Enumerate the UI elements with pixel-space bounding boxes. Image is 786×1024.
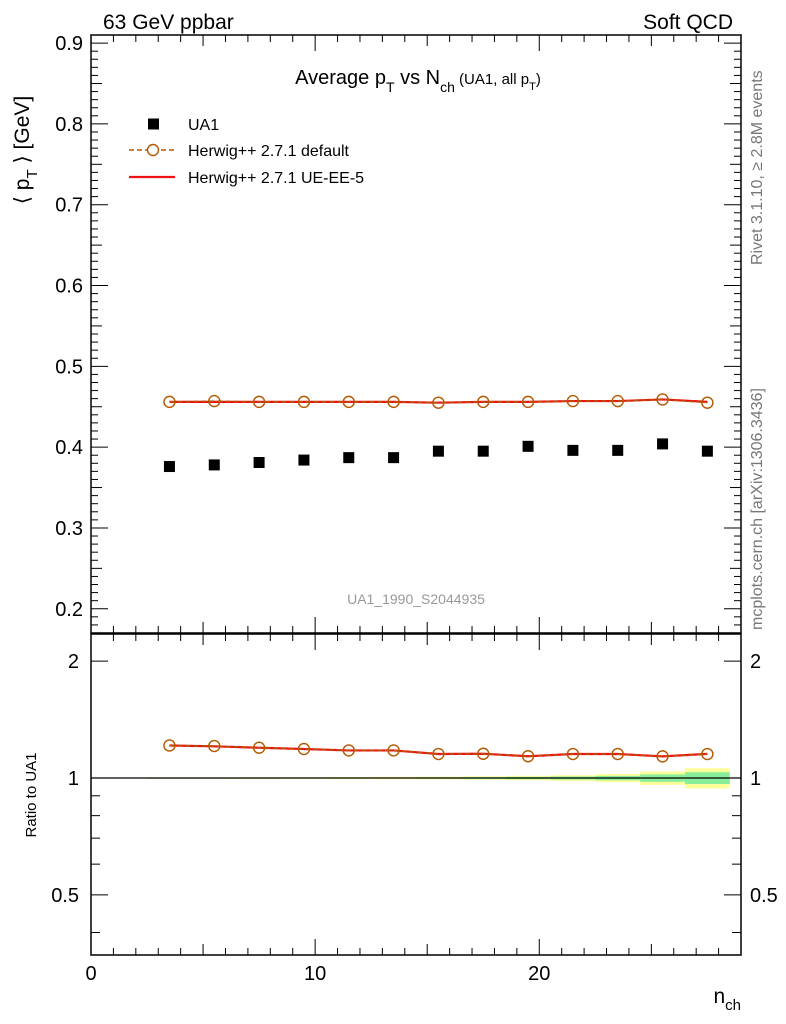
ratio-y-tick-label-left: 0.5 [51, 885, 79, 907]
ratio-point-herwig-2-7-1-default [656, 750, 669, 763]
axis-tick-labels: 0 10 20 0.2 0.3 0.4 0.5 0.6 0.7 0.8 0.9 0.5 0.5 1 1 2 2 [51, 33, 778, 985]
ratio-point-herwig-2-7-1-default [521, 750, 535, 763]
main-point-herwig-2-7-1-default [342, 395, 355, 409]
main-y-tick-label: 0.4 [55, 437, 83, 459]
main-point-ua1 [253, 456, 265, 468]
ratio-y-tick-label-right: 1 [750, 768, 761, 790]
main-point-ua1 [657, 438, 669, 450]
main-point-ua1 [388, 452, 400, 464]
main-y-tick-label: 0.5 [55, 356, 83, 378]
ratio-line-herwig-2-7-1-default [169, 744, 708, 758]
main-point-herwig-2-7-1-default [297, 395, 311, 409]
ratio-ylabel: Ratio to UA1 [23, 752, 40, 837]
main-point-ua1 [208, 459, 220, 471]
main-point-ua1 [477, 445, 489, 457]
title-mid-sub: ch [440, 79, 455, 95]
title-main-sub: T [386, 79, 395, 95]
ratio-point-herwig-2-7-1-default [477, 747, 490, 760]
ratio-point-herwig-2-7-1-default [208, 739, 221, 753]
ratio-y-tick-label-left: 2 [68, 651, 79, 673]
ratio-plot-frame [90, 633, 742, 956]
main-point-ua1 [163, 461, 175, 473]
ylabel-close: ⟩ [GeV] [11, 96, 34, 170]
title-mid: vs N [395, 67, 441, 89]
title-small: (UA1, all p [455, 71, 529, 88]
ratio-point-herwig-2-7-1-default [252, 741, 266, 754]
legend-marker-ua1 [148, 118, 159, 130]
main-plot-frame [90, 34, 742, 634]
title-small-sub: T [529, 81, 536, 93]
ratio-point-herwig-2-7-1-default [432, 747, 445, 761]
main-y-tick-label: 0.7 [55, 195, 83, 217]
main-point-ua1 [701, 445, 713, 457]
x-tick-label: 10 [304, 963, 326, 985]
main-point-herwig-2-7-1-default [432, 396, 445, 409]
ylabel-sub: T [24, 169, 41, 178]
main-y-tick-label: 0.3 [55, 518, 83, 540]
ratio-point-herwig-2-7-1-default [342, 744, 355, 757]
main-line-herwig-2-7-1-default [169, 398, 708, 404]
ratio-y-tick-label-left: 1 [68, 768, 79, 790]
axis-ticks [90, 34, 742, 955]
x-tick-label: 0 [85, 963, 96, 985]
main-point-ua1 [567, 444, 579, 456]
main-y-tick-label: 0.6 [55, 276, 83, 298]
ylabel-open: ⟨ p [11, 179, 34, 205]
main-ylabel: ⟨ pT ⟩ [GeV] [11, 96, 41, 204]
main-point-herwig-2-7-1-default [521, 395, 535, 409]
title-main: Average p [295, 67, 386, 89]
main-point-herwig-2-7-1-default [611, 394, 624, 408]
legend-label-herwig-2-7-1-ue-ee-5: Herwig++ 2.7.1 UE-EE-5 [188, 170, 364, 187]
legend-marker-herwig-2-7-1-default [146, 143, 160, 157]
legend-label-herwig-2-7-1-default: Herwig++ 2.7.1 default [188, 143, 350, 160]
main-point-herwig-2-7-1-default [477, 395, 490, 409]
main-y-tick-label: 0.8 [55, 114, 83, 136]
main-point-herwig-2-7-1-default [387, 395, 400, 409]
ratio-series [163, 739, 714, 763]
rivet-label: Rivet 3.1.10, ≥ 2.8M events [749, 70, 766, 265]
legend-label-ua1: UA1 [188, 117, 219, 134]
ratio-y-tick-label-right: 2 [750, 651, 761, 673]
main-point-ua1 [432, 445, 444, 457]
main-series [163, 393, 714, 473]
main-point-ua1 [612, 444, 624, 456]
main-y-tick-label: 0.9 [55, 33, 83, 55]
x-tick-label: 20 [528, 963, 550, 985]
main-point-herwig-2-7-1-default [701, 396, 714, 409]
mcplots-label: mcplots.cern.ch [arXiv:1306.3436] [749, 388, 766, 630]
main-point-herwig-2-7-1-default [566, 394, 580, 408]
main-point-herwig-2-7-1-default [163, 395, 176, 409]
main-y-tick-label: 0.2 [55, 599, 83, 621]
analysis-watermark: UA1_1990_S2044935 [347, 591, 485, 607]
xlabel: nch [713, 985, 741, 1014]
main-point-ua1 [343, 452, 355, 464]
header-right-label: Soft QCD [643, 11, 733, 34]
header-left-label: 63 GeV ppbar [103, 11, 234, 34]
xlabel-sub: ch [725, 997, 741, 1014]
ratio-point-herwig-2-7-1-default [297, 742, 311, 756]
main-point-herwig-2-7-1-default [252, 395, 266, 409]
title-small-end: ) [536, 71, 541, 88]
ratio-point-herwig-2-7-1-default [701, 747, 714, 761]
main-point-herwig-2-7-1-default [656, 393, 669, 406]
main-point-herwig-2-7-1-default [208, 394, 221, 408]
ratio-point-herwig-2-7-1-default [611, 747, 624, 761]
ratio-y-tick-label-right: 0.5 [750, 885, 778, 907]
main-title: Average pT vs Nch (UA1, all pT) [295, 67, 541, 95]
main-point-ua1 [522, 440, 534, 452]
legend: UA1 Herwig++ 2.7.1 default Herwig++ 2.7.1 … [129, 117, 364, 187]
xlabel-base: n [713, 985, 725, 1008]
ratio-point-herwig-2-7-1-default [387, 744, 400, 757]
main-point-ua1 [298, 454, 310, 466]
ratio-point-herwig-2-7-1-default [566, 747, 580, 761]
ratio-point-herwig-2-7-1-default [163, 739, 176, 752]
